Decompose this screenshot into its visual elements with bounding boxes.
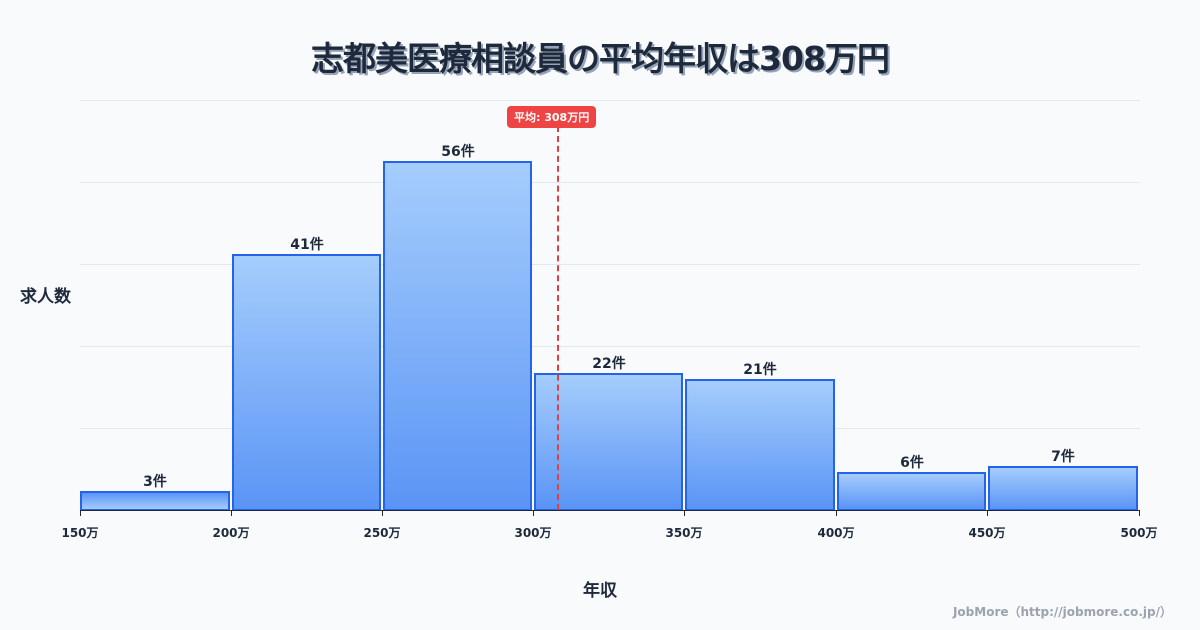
gridline	[80, 100, 1140, 101]
bar-value-label: 21件	[743, 362, 777, 378]
x-tick	[80, 510, 81, 516]
bar-200-250	[232, 254, 381, 511]
source-credit: JobMore（http://jobmore.co.jp/）	[952, 605, 1172, 619]
bar-value-label: 3件	[143, 474, 167, 490]
gridline	[80, 346, 1140, 347]
bar-value-label: 6件	[900, 455, 924, 471]
x-tick-label: 450万	[968, 526, 1006, 540]
x-tick	[533, 510, 534, 516]
x-tick	[684, 510, 685, 516]
x-tick-label: 500万	[1120, 526, 1158, 540]
x-tick-label: 200万	[212, 526, 250, 540]
bar-value-label: 7件	[1051, 449, 1075, 465]
mean-badge: 平均: 308万円	[507, 106, 597, 128]
x-tick	[231, 510, 232, 516]
mean-line	[557, 126, 559, 510]
bar-350-400	[685, 379, 835, 511]
bar-400-450	[837, 472, 986, 511]
x-tick-label: 400万	[817, 526, 855, 540]
x-tick-label: 150万	[61, 526, 99, 540]
x-tick	[382, 510, 383, 516]
gridline	[80, 182, 1140, 183]
gridline	[80, 264, 1140, 265]
bar-150-200	[80, 491, 230, 511]
x-axis	[80, 510, 1140, 511]
bar-value-label: 41件	[290, 237, 324, 253]
bar-value-label: 22件	[592, 356, 626, 372]
x-tick	[987, 510, 988, 516]
y-axis-label: 求人数	[20, 287, 71, 307]
x-axis-label: 年収	[583, 581, 617, 601]
x-tick-label: 250万	[363, 526, 401, 540]
x-tick	[836, 510, 837, 516]
chart-title: 志都美医療相談員の平均年収は308万円	[311, 39, 890, 78]
x-tick-label: 350万	[665, 526, 703, 540]
bar-450-500	[988, 466, 1138, 511]
x-tick-label: 300万	[514, 526, 552, 540]
bar-value-label: 56件	[441, 144, 475, 160]
bar-250-300	[383, 161, 532, 511]
x-tick	[1139, 510, 1140, 516]
